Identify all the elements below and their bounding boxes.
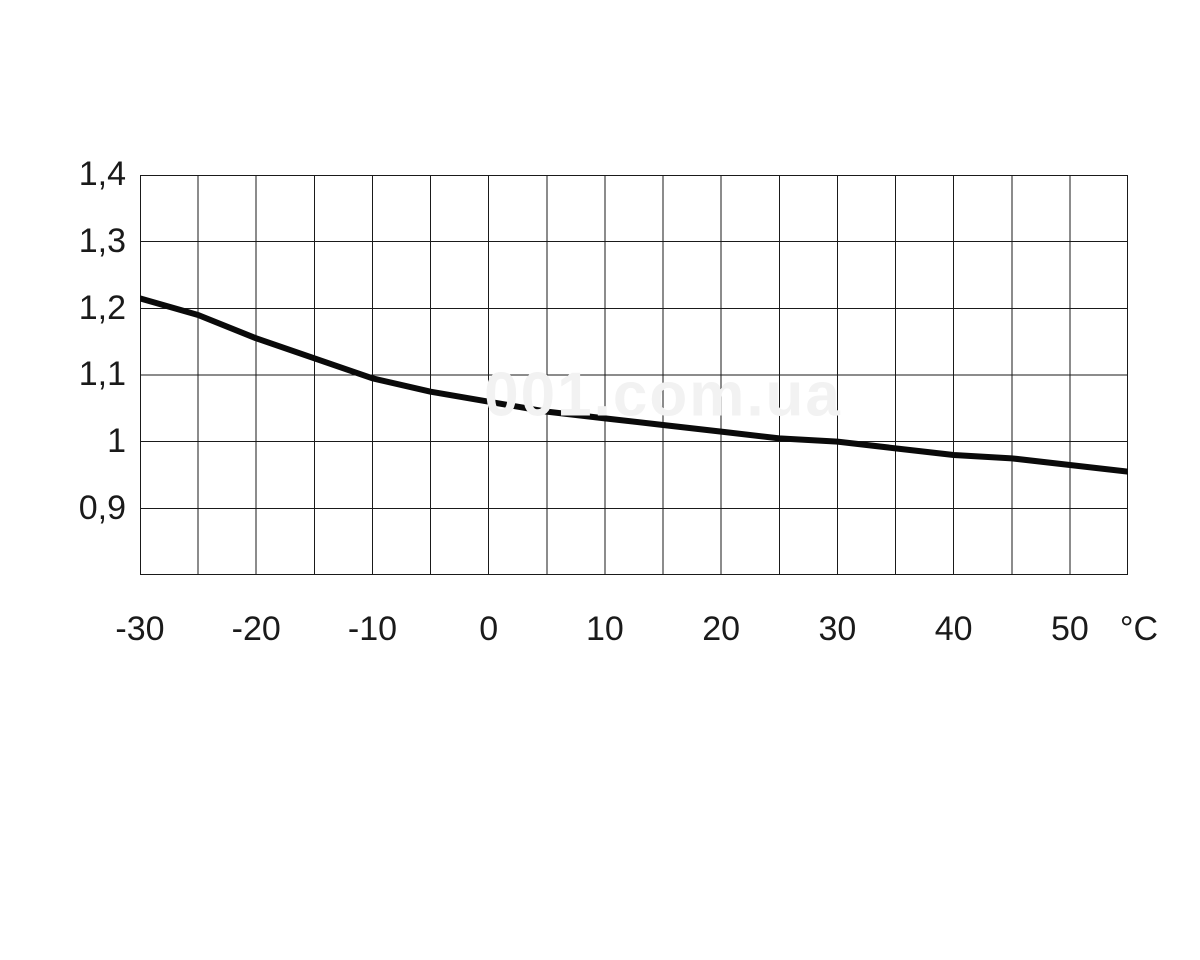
x-tick-label: 20 bbox=[702, 610, 740, 649]
x-tick-label: 50 bbox=[1051, 610, 1089, 649]
y-tick-label: 0,9 bbox=[79, 489, 126, 528]
x-tick-label: -30 bbox=[115, 610, 164, 649]
x-tick-label: 40 bbox=[935, 610, 973, 649]
y-tick-label: 1,4 bbox=[79, 155, 126, 194]
x-tick-label: -10 bbox=[348, 610, 397, 649]
chart-container: 001.com.ua 1,41,31,21,110,9-30-20-100102… bbox=[140, 175, 1128, 575]
y-tick-label: 1,1 bbox=[79, 355, 126, 394]
x-tick-label: 10 bbox=[586, 610, 624, 649]
y-tick-label: 1 bbox=[107, 422, 126, 461]
x-unit-label: °C bbox=[1120, 610, 1158, 649]
y-tick-label: 1,2 bbox=[79, 289, 126, 328]
x-tick-label: -20 bbox=[232, 610, 281, 649]
x-tick-label: 30 bbox=[818, 610, 856, 649]
y-tick-label: 1,3 bbox=[79, 222, 126, 261]
x-tick-label: 0 bbox=[479, 610, 498, 649]
line-chart bbox=[140, 175, 1128, 575]
